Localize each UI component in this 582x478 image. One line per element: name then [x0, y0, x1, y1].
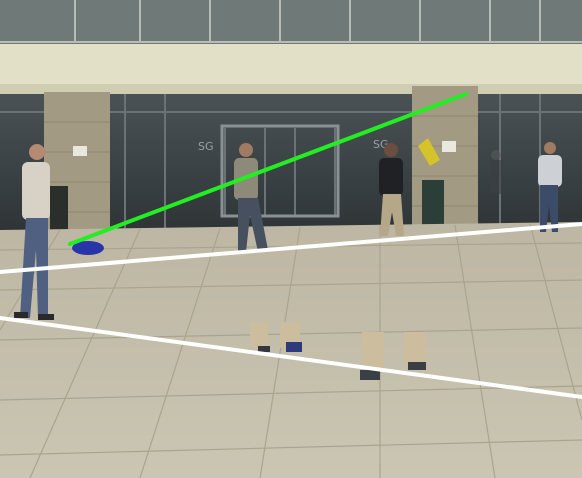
upper-window-frames: [0, 0, 582, 43]
person-dark: [379, 143, 404, 236]
person-center: [234, 143, 268, 252]
person-legs-lower-2: [360, 332, 426, 380]
entrance-door-frame: [220, 124, 340, 218]
person-legs-lower-1: [250, 322, 302, 352]
pillar-right: [412, 86, 478, 230]
pillar-plaque-left: [73, 146, 87, 156]
blue-bag: [72, 241, 104, 255]
boundary-lines: [0, 222, 582, 399]
bin-right: [422, 180, 444, 228]
canopy-edge: [0, 84, 582, 94]
trajectory-line: [68, 92, 468, 246]
bin-left: [50, 186, 68, 232]
pillar-plaque-right: [442, 141, 456, 152]
yellow-sign: [418, 138, 440, 166]
upper-glass-band: [0, 0, 582, 44]
glass-sign-1: SG: [198, 140, 214, 153]
person-interior: [490, 150, 502, 194]
boundary-line-bottom: [0, 316, 582, 399]
person-right: [538, 142, 562, 232]
boundary-line-top: [0, 222, 582, 274]
